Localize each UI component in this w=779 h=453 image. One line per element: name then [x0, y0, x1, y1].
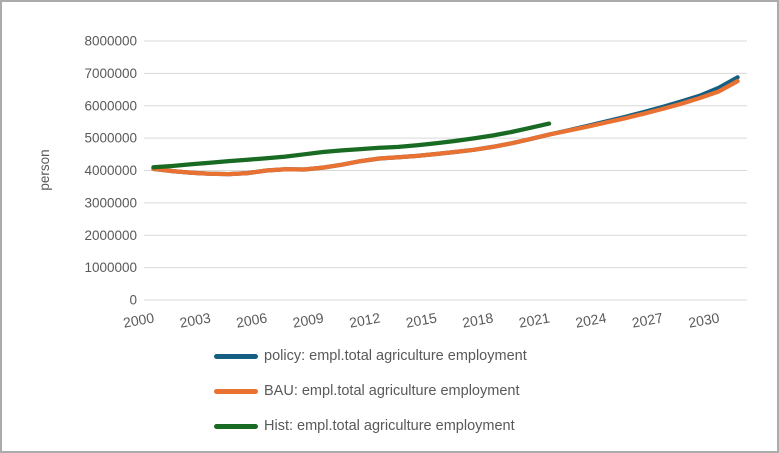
series-line-Hist — [151, 121, 552, 170]
legend-item-bau[interactable]: BAU: empl.total agriculture employment — [214, 381, 527, 402]
x-tick-label: 2000 — [122, 309, 156, 330]
legend-line-swatch-bau — [214, 389, 258, 394]
x-tick-label: 2006 — [235, 309, 269, 330]
y-tick-label: 8000000 — [84, 34, 137, 49]
series-lines — [151, 75, 740, 177]
y-tick-label: 7000000 — [84, 66, 137, 81]
y-axis-tick-labels: 0 1000000 2000000 3000000 4000000 5000000 6000… — [84, 34, 137, 308]
legend-line-swatch-policy — [214, 354, 258, 359]
y-tick-label: 6000000 — [84, 98, 137, 113]
chart-legend: policy: empl.total agriculture employmen… — [214, 346, 527, 437]
x-tick-label: 2015 — [404, 309, 438, 330]
legend-item-hist[interactable]: Hist: empl.total agriculture employment — [214, 416, 527, 437]
x-tick-label: 2027 — [631, 309, 665, 330]
y-tick-label: 1000000 — [84, 260, 137, 275]
x-tick-label: 2018 — [461, 309, 495, 330]
legend-label-hist: Hist: empl.total agriculture employment — [264, 418, 515, 434]
x-tick-label: 2021 — [518, 309, 552, 330]
gridlines — [144, 40, 747, 301]
y-tick-label: 5000000 — [84, 131, 137, 146]
legend-label-bau: BAU: empl.total agriculture employment — [264, 383, 520, 399]
x-tick-label: 2012 — [348, 309, 382, 330]
legend-line-swatch-hist — [214, 424, 258, 429]
x-tick-label: 2030 — [687, 309, 721, 330]
y-tick-label: 4000000 — [84, 163, 137, 178]
x-tick-label: 2003 — [178, 309, 212, 330]
x-tick-label: 2024 — [574, 309, 608, 330]
y-tick-label: 0 — [129, 293, 137, 308]
y-tick-label: 2000000 — [84, 228, 137, 243]
y-tick-label: 3000000 — [84, 195, 137, 210]
legend-label-policy: policy: empl.total agriculture employmen… — [264, 348, 527, 364]
x-axis-tick-labels: 2000 2003 2006 2009 2012 2015 2018 2021 2024 2027… — [122, 309, 721, 330]
y-axis-title: person — [37, 149, 52, 190]
x-tick-label: 2009 — [291, 309, 325, 330]
series-line-BAU — [151, 78, 740, 177]
legend-item-policy[interactable]: policy: empl.total agriculture employmen… — [214, 346, 527, 367]
